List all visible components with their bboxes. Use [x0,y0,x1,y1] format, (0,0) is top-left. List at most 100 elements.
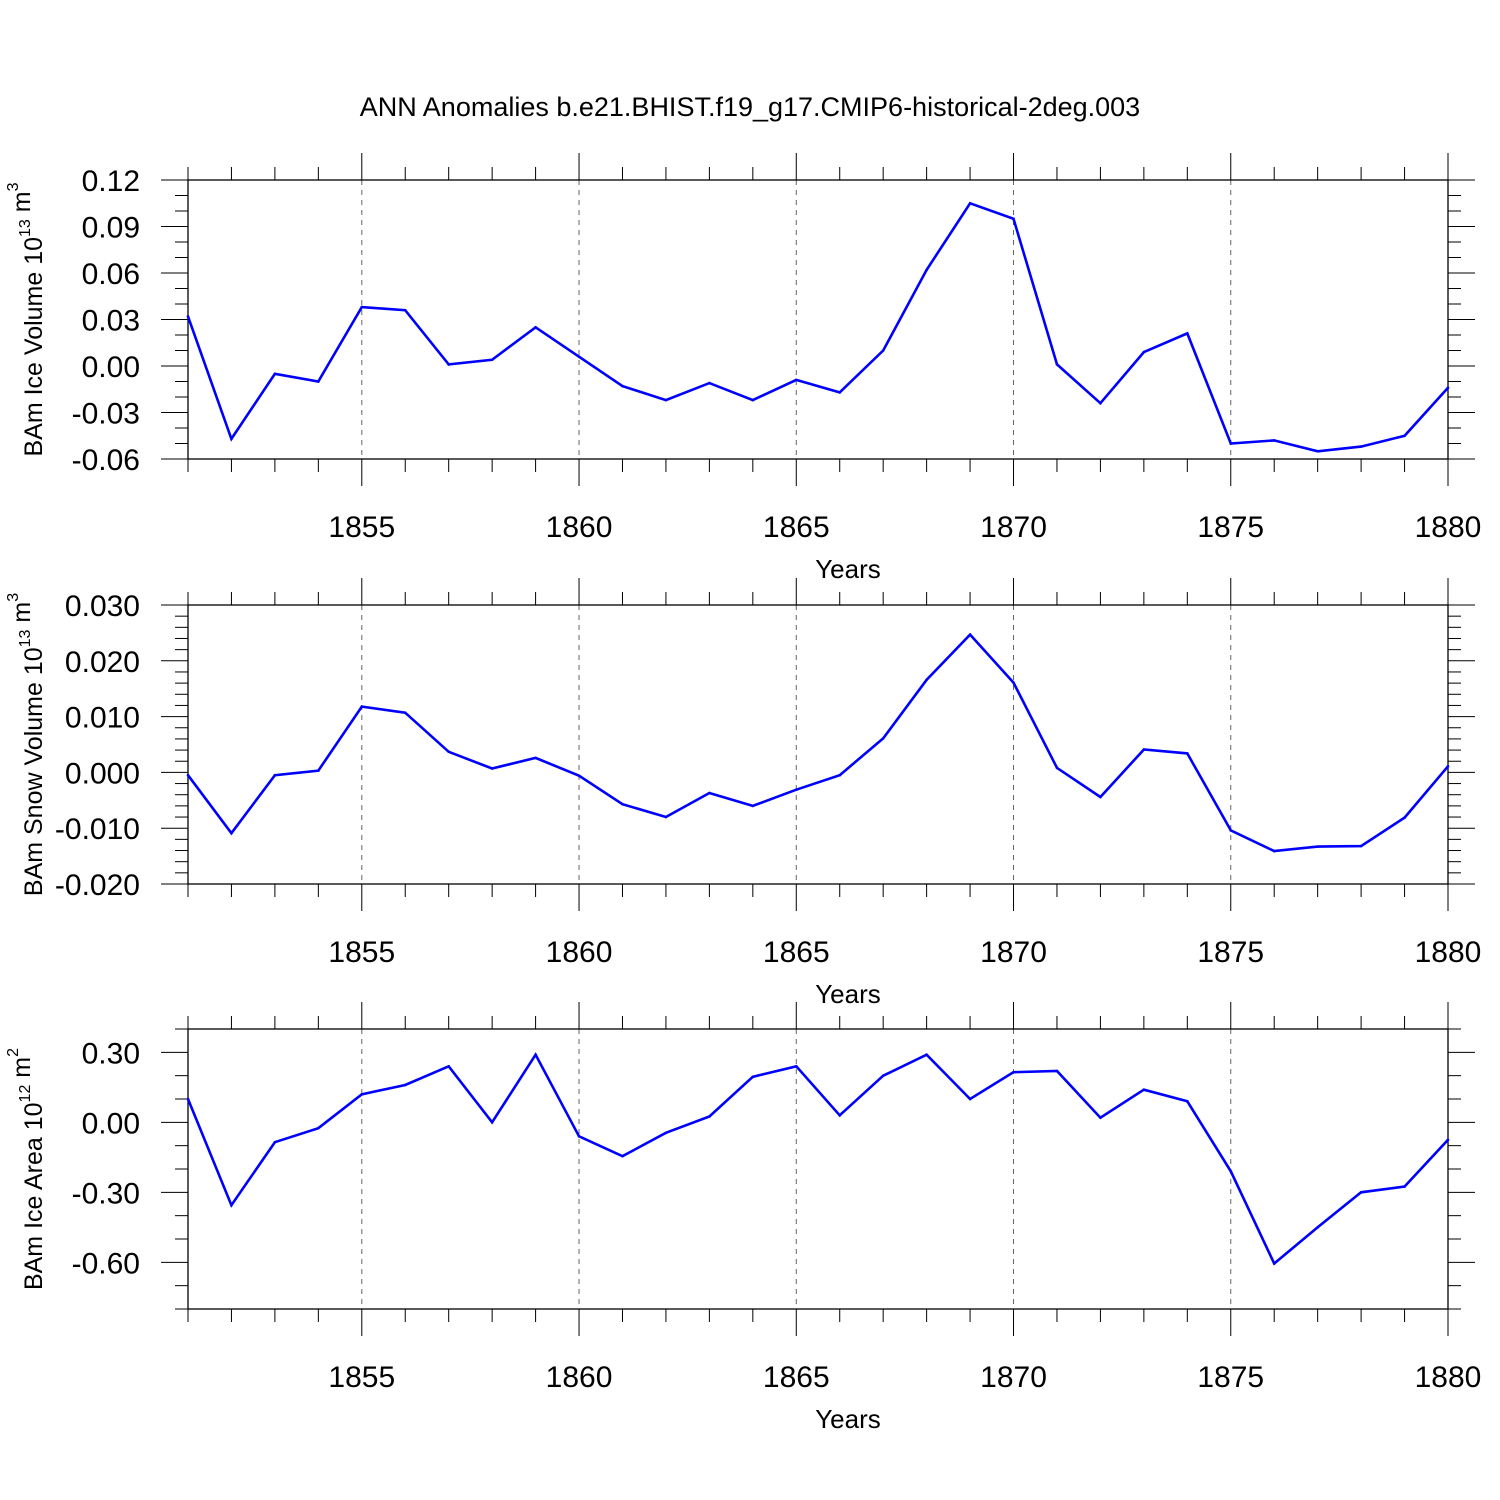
data-point [1142,350,1146,354]
x-tick-label: 1875 [1197,511,1264,544]
plot-frame [187,1028,1449,1310]
data-point [534,325,537,329]
x-tick-label: 1860 [546,936,613,969]
data-point [1403,434,1406,438]
data-point [1359,1191,1363,1194]
y-tick-label: 0.000 [65,757,140,790]
data-point [534,756,537,760]
data-point [1403,1185,1406,1188]
data-point [1099,401,1102,405]
y-tick-label: 0.020 [65,646,140,679]
data-point [708,381,711,385]
data-point [1272,849,1276,853]
data-point [317,1126,320,1130]
y-tick-label: 0.010 [65,702,140,735]
plot-frame [187,604,1449,885]
data-point [360,1093,364,1096]
data-point [794,788,798,791]
panel-1: 0.12 0.09 0.06 0.03 0.00 -0.03 -0.06 1855 1860 18… [5,153,1481,584]
data-point [403,308,407,312]
panel-2: 0.030 0.020 0.010 0.000 -0.010 -0.020 1855 1860… [5,578,1481,1009]
data-point [1012,1070,1015,1074]
data-point [447,750,450,754]
series-line [186,632,1449,853]
data-point [1055,363,1059,366]
x-tick-label: 1860 [546,511,613,544]
data-point [1316,449,1319,453]
data-point [664,1131,668,1135]
x-tick-label: 1880 [1415,511,1482,544]
data-point [794,378,798,382]
x-tick-label: 1860 [546,1361,613,1394]
data-point [186,315,190,318]
data-point [664,398,668,402]
data-point [1186,752,1189,755]
plot-frame [187,179,1449,460]
x-axis-label: Years [815,1404,881,1434]
y-tick-label: 0.06 [82,258,140,291]
data-point [968,1097,972,1101]
x-tick-label: 1870 [980,511,1047,544]
data-point [1055,766,1059,770]
y-tick-label: -0.60 [72,1247,140,1280]
data-point [1229,442,1233,445]
y-tick-label: -0.30 [72,1177,140,1210]
data-point [447,1065,450,1068]
data-point [1186,1100,1189,1103]
y-axis-label-exponent: 13 [17,219,34,237]
y-axis-label-exponent: 3 [5,593,22,602]
x-tick-label: 1870 [980,936,1047,969]
data-point [621,1154,624,1158]
y-tick-label: -0.020 [55,869,140,902]
data-point [1446,386,1450,390]
data-point [186,1097,190,1101]
data-point [925,268,928,272]
y-axis-label-exponent: 2 [5,1048,22,1057]
data-point [490,358,494,362]
data-point [1272,439,1276,442]
data-point [403,1083,407,1087]
data-point [230,1203,233,1207]
x-tick-label: 1875 [1197,1361,1264,1394]
y-tick-label: -0.03 [72,398,140,431]
data-point [664,815,668,819]
data-point [1446,1138,1450,1142]
data-point [490,767,494,770]
data-point [1359,844,1363,848]
data-point [708,791,711,795]
x-tick-label: 1855 [328,1361,395,1394]
x-tick-label: 1880 [1415,936,1482,969]
data-point [838,1114,842,1117]
series-line [186,201,1449,453]
data-point [968,201,972,205]
data-point [1316,1226,1319,1229]
data-point [794,1065,798,1068]
y-axis-label-text: BAm Snow Volume 10 [20,647,48,896]
data-point [577,355,581,359]
x-tick-label: 1870 [980,1361,1047,1394]
y-axis-label-exponent: 3 [5,182,22,191]
y-tick-label: 0.00 [82,351,140,384]
data-point [968,633,972,636]
y-axis-label-text: m [8,1057,36,1085]
data-point [273,372,277,376]
x-tick-label: 1855 [328,511,395,544]
data-point [360,305,364,309]
data-point [534,1053,537,1056]
x-axis-label: Years [815,554,881,584]
data-point [1099,1116,1102,1119]
y-axis-label-text: BAm Ice Volume 10 [20,237,48,457]
data-point [1012,681,1015,684]
data-point [1229,1170,1233,1173]
panel-3: 0.30 0.00 -0.30 -0.60 1855 1860 1865 1870 1875 18… [5,1002,1481,1434]
y-axis-label-text: m [8,602,36,630]
y-tick-label: -0.06 [72,444,140,477]
data-point [1055,1069,1059,1073]
y-axis-label-text: BAm Ice Area 10 [20,1102,48,1290]
y-tick-label: 0.12 [82,165,140,198]
data-point [838,391,842,394]
x-tick-label: 1875 [1197,936,1264,969]
x-axis-label: Years [815,979,881,1009]
data-point [1142,748,1146,751]
